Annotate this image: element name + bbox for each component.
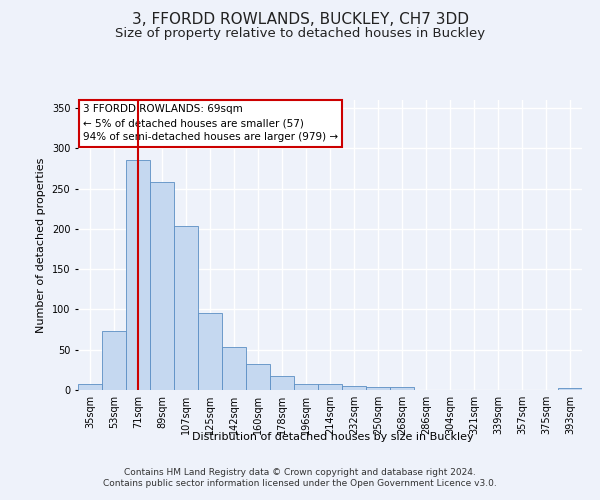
Bar xyxy=(150,182,174,390)
Text: Distribution of detached houses by size in Buckley: Distribution of detached houses by size … xyxy=(192,432,474,442)
Bar xyxy=(246,364,270,390)
Bar xyxy=(222,348,246,390)
Bar xyxy=(294,384,318,390)
Y-axis label: Number of detached properties: Number of detached properties xyxy=(36,158,46,332)
Text: 3, FFORDD ROWLANDS, BUCKLEY, CH7 3DD: 3, FFORDD ROWLANDS, BUCKLEY, CH7 3DD xyxy=(131,12,469,28)
Bar xyxy=(198,312,222,390)
Bar xyxy=(102,331,126,390)
Bar xyxy=(342,386,366,390)
Bar xyxy=(126,160,150,390)
Text: Contains HM Land Registry data © Crown copyright and database right 2024.
Contai: Contains HM Land Registry data © Crown c… xyxy=(103,468,497,487)
Text: Size of property relative to detached houses in Buckley: Size of property relative to detached ho… xyxy=(115,28,485,40)
Bar xyxy=(174,226,198,390)
Bar xyxy=(366,387,390,390)
Bar xyxy=(558,388,582,390)
Bar xyxy=(78,384,102,390)
Bar xyxy=(318,384,342,390)
Bar xyxy=(270,376,294,390)
Text: 3 FFORDD ROWLANDS: 69sqm
← 5% of detached houses are smaller (57)
94% of semi-de: 3 FFORDD ROWLANDS: 69sqm ← 5% of detache… xyxy=(83,104,338,142)
Bar xyxy=(390,387,414,390)
